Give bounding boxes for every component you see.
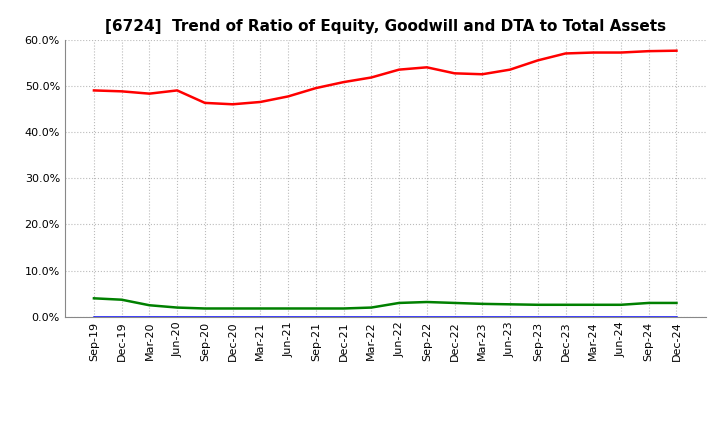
Deferred Tax Assets <box>312 306 320 311</box>
Line: Equity: Equity <box>94 51 677 104</box>
Goodwill <box>423 314 431 319</box>
Line: Deferred Tax Assets: Deferred Tax Assets <box>94 298 677 308</box>
Goodwill <box>534 314 542 319</box>
Equity <box>672 48 681 53</box>
Deferred Tax Assets <box>561 302 570 308</box>
Equity <box>395 67 403 72</box>
Goodwill <box>145 314 154 319</box>
Equity <box>201 100 210 106</box>
Equity <box>478 72 487 77</box>
Goodwill <box>616 314 625 319</box>
Goodwill <box>672 314 681 319</box>
Equity <box>284 94 292 99</box>
Deferred Tax Assets <box>173 305 181 310</box>
Goodwill <box>478 314 487 319</box>
Equity <box>173 88 181 93</box>
Goodwill <box>284 314 292 319</box>
Goodwill <box>450 314 459 319</box>
Equity <box>534 58 542 63</box>
Equity <box>312 85 320 91</box>
Deferred Tax Assets <box>616 302 625 308</box>
Deferred Tax Assets <box>505 302 514 307</box>
Deferred Tax Assets <box>367 305 376 310</box>
Equity <box>561 51 570 56</box>
Equity <box>145 91 154 96</box>
Deferred Tax Assets <box>201 306 210 311</box>
Goodwill <box>505 314 514 319</box>
Title: [6724]  Trend of Ratio of Equity, Goodwill and DTA to Total Assets: [6724] Trend of Ratio of Equity, Goodwil… <box>104 19 666 34</box>
Equity <box>89 88 98 93</box>
Equity <box>339 80 348 85</box>
Deferred Tax Assets <box>284 306 292 311</box>
Deferred Tax Assets <box>644 300 653 305</box>
Deferred Tax Assets <box>228 306 237 311</box>
Deferred Tax Assets <box>478 301 487 307</box>
Deferred Tax Assets <box>256 306 265 311</box>
Goodwill <box>561 314 570 319</box>
Deferred Tax Assets <box>89 296 98 301</box>
Deferred Tax Assets <box>395 300 403 305</box>
Equity <box>505 67 514 72</box>
Equity <box>117 89 126 94</box>
Goodwill <box>367 314 376 319</box>
Equity <box>367 75 376 80</box>
Goodwill <box>312 314 320 319</box>
Deferred Tax Assets <box>672 300 681 305</box>
Goodwill <box>644 314 653 319</box>
Goodwill <box>339 314 348 319</box>
Equity <box>644 48 653 54</box>
Deferred Tax Assets <box>423 299 431 304</box>
Equity <box>616 50 625 55</box>
Equity <box>423 65 431 70</box>
Equity <box>450 71 459 76</box>
Goodwill <box>117 314 126 319</box>
Deferred Tax Assets <box>339 306 348 311</box>
Goodwill <box>89 314 98 319</box>
Goodwill <box>589 314 598 319</box>
Deferred Tax Assets <box>450 300 459 305</box>
Goodwill <box>173 314 181 319</box>
Deferred Tax Assets <box>534 302 542 308</box>
Equity <box>228 102 237 107</box>
Equity <box>256 99 265 105</box>
Deferred Tax Assets <box>145 303 154 308</box>
Deferred Tax Assets <box>117 297 126 302</box>
Goodwill <box>395 314 403 319</box>
Deferred Tax Assets <box>589 302 598 308</box>
Goodwill <box>201 314 210 319</box>
Goodwill <box>256 314 265 319</box>
Equity <box>589 50 598 55</box>
Goodwill <box>228 314 237 319</box>
